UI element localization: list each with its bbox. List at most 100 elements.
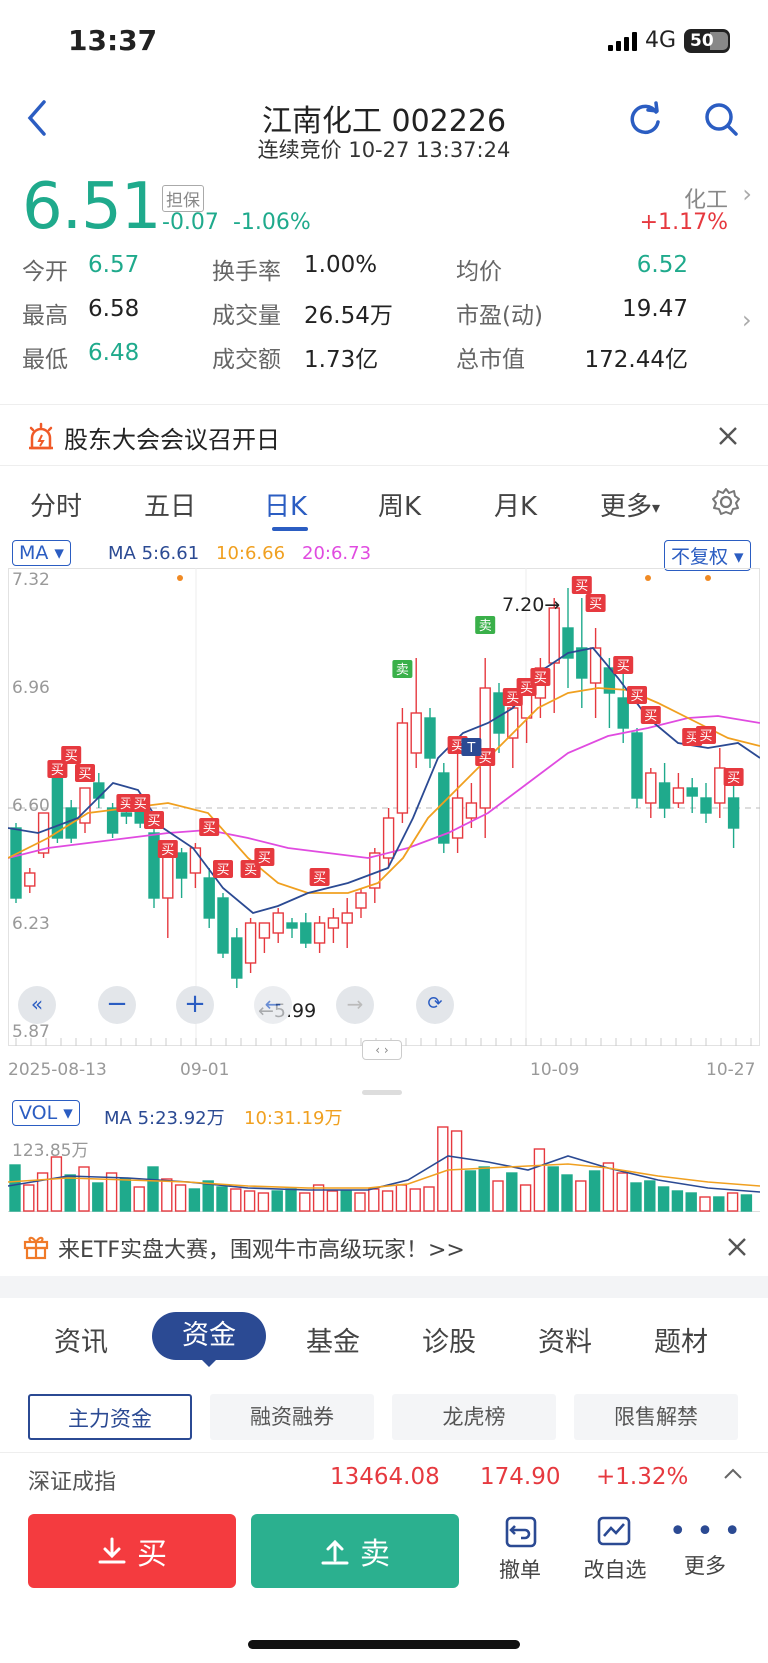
tab-week-k[interactable]: 周K	[378, 492, 422, 522]
buy-signal-badge: 买	[61, 746, 82, 764]
tab-news[interactable]: 资讯	[54, 1327, 108, 1358]
stock-title: 江南化工 002226	[261, 104, 507, 139]
search-button[interactable]	[702, 100, 740, 142]
candle-up	[714, 767, 726, 804]
tab-theme[interactable]: 题材	[654, 1327, 708, 1358]
sell-signal-badge: 卖	[475, 616, 496, 634]
scroll-right-button[interactable]: →	[336, 986, 374, 1024]
y-label: 6.96	[12, 678, 50, 698]
vol-max-label: 123.85万	[12, 1141, 89, 1161]
candle-down	[631, 732, 643, 799]
svg-text:卖: 卖	[396, 663, 409, 678]
active-tab-pointer	[200, 1358, 218, 1367]
candle-down	[203, 877, 215, 919]
volume-bar-up	[381, 1190, 394, 1212]
volume-bar-down	[188, 1188, 201, 1212]
more-button[interactable]: • • • 更多	[660, 1514, 750, 1580]
volume-bar-down	[9, 1164, 21, 1212]
close-icon[interactable]	[716, 424, 740, 452]
volume-bar-up	[450, 1130, 463, 1212]
subtab-dragon-tiger[interactable]: 龙虎榜	[392, 1394, 556, 1440]
candle-up	[244, 922, 257, 964]
rewind-button[interactable]: «	[18, 986, 56, 1024]
chevron-right-icon[interactable]: ›	[742, 180, 752, 208]
candle-up	[272, 912, 284, 934]
zoom-out-button[interactable]: −	[98, 986, 136, 1024]
candle-up	[313, 922, 326, 944]
pane-resize-handle[interactable]	[362, 1090, 402, 1095]
subtab-main-funds[interactable]: 主力资金	[28, 1394, 192, 1440]
tab-profile[interactable]: 资料	[538, 1327, 592, 1358]
tab-fund[interactable]: 基金	[306, 1327, 360, 1358]
svg-text:买: 买	[520, 681, 533, 696]
volume-bar-down	[740, 1194, 753, 1212]
edit-watchlist-button[interactable]: 改自选	[570, 1514, 660, 1584]
rotate-button[interactable]: ⟳	[416, 986, 454, 1024]
tab-day-k[interactable]: 日K	[264, 492, 308, 522]
notice-bar[interactable]	[0, 404, 768, 466]
tab-five-day[interactable]: 五日	[144, 492, 197, 522]
buy-signal-badge: 买	[585, 594, 606, 612]
zoom-in-button[interactable]: +	[176, 986, 214, 1024]
svg-text:买: 买	[644, 709, 657, 724]
tab-month-k[interactable]: 月K	[494, 492, 538, 522]
stat-value: 172.44亿	[584, 347, 688, 373]
candle-up	[258, 922, 271, 939]
chart-drag-handle[interactable]: ‹ ›	[362, 1040, 402, 1060]
candle-down	[576, 647, 588, 679]
index-ticker[interactable]	[0, 1452, 768, 1504]
close-icon[interactable]	[726, 1236, 748, 1262]
refresh-button[interactable]	[626, 100, 664, 142]
buy-icon	[98, 1537, 126, 1564]
volume-bar-up	[161, 1178, 173, 1212]
scroll-left-button[interactable]: ←	[254, 986, 292, 1024]
volume-bar-down	[713, 1196, 725, 1212]
tab-more[interactable]: 更多▾	[600, 492, 661, 522]
chevron-right-icon[interactable]: ›	[742, 306, 752, 334]
cancel-order-button[interactable]: 撤单	[475, 1514, 565, 1584]
volume-bar-up	[78, 1166, 90, 1212]
volume-bar-up	[230, 1188, 242, 1212]
svg-text:买: 买	[479, 751, 492, 766]
tab-diagnose[interactable]: 诊股	[422, 1327, 476, 1358]
candle-down	[493, 692, 505, 734]
candle-up	[396, 722, 409, 814]
volume-bar-up	[299, 1192, 311, 1212]
price-change: -0.07 -1.06%	[162, 210, 311, 235]
buy-signal-badge: 买	[75, 764, 95, 782]
volume-chart[interactable]	[8, 1126, 760, 1212]
chevron-up-icon[interactable]	[722, 1466, 744, 1486]
section-divider	[0, 1276, 768, 1298]
vol-selector[interactable]: VOL ▾	[12, 1100, 80, 1126]
volume-bar-up	[395, 1184, 408, 1212]
adjust-selector[interactable]: 不复权 ▾	[664, 540, 751, 571]
volume-bar-up	[519, 1184, 532, 1212]
back-button[interactable]	[22, 96, 62, 146]
subtab-margin[interactable]: 融资融券	[210, 1394, 374, 1440]
buy-signal-badge: 买	[47, 760, 68, 778]
buy-button[interactable]: 买	[28, 1514, 236, 1588]
candle-down	[10, 827, 22, 899]
event-marker	[177, 575, 183, 581]
settings-button[interactable]	[710, 486, 742, 522]
sell-button[interactable]: 卖	[251, 1514, 459, 1588]
svg-text:买: 买	[120, 797, 133, 812]
ma-selector[interactable]: MA ▾	[12, 540, 71, 566]
tab-intraday[interactable]: 分时	[30, 492, 83, 522]
x-label: 10-09	[530, 1060, 580, 1080]
current-price: 6.51	[22, 170, 161, 244]
tab-funds[interactable]: 资金	[152, 1312, 266, 1360]
volume-bar-down	[202, 1180, 214, 1212]
more-dots-icon: • • •	[668, 1514, 742, 1549]
y-label: 5.87	[12, 1022, 50, 1042]
sector-name[interactable]: 化工	[683, 188, 728, 213]
volume-bar-up	[575, 1180, 587, 1212]
volume-bar-down	[119, 1178, 132, 1212]
candle-down	[93, 782, 105, 799]
svg-text:买: 买	[699, 729, 712, 744]
svg-text:买: 买	[313, 871, 326, 886]
stat-label: 成交量	[212, 303, 281, 329]
volume-bar-down	[92, 1182, 104, 1212]
subtab-unlock[interactable]: 限售解禁	[574, 1394, 738, 1440]
